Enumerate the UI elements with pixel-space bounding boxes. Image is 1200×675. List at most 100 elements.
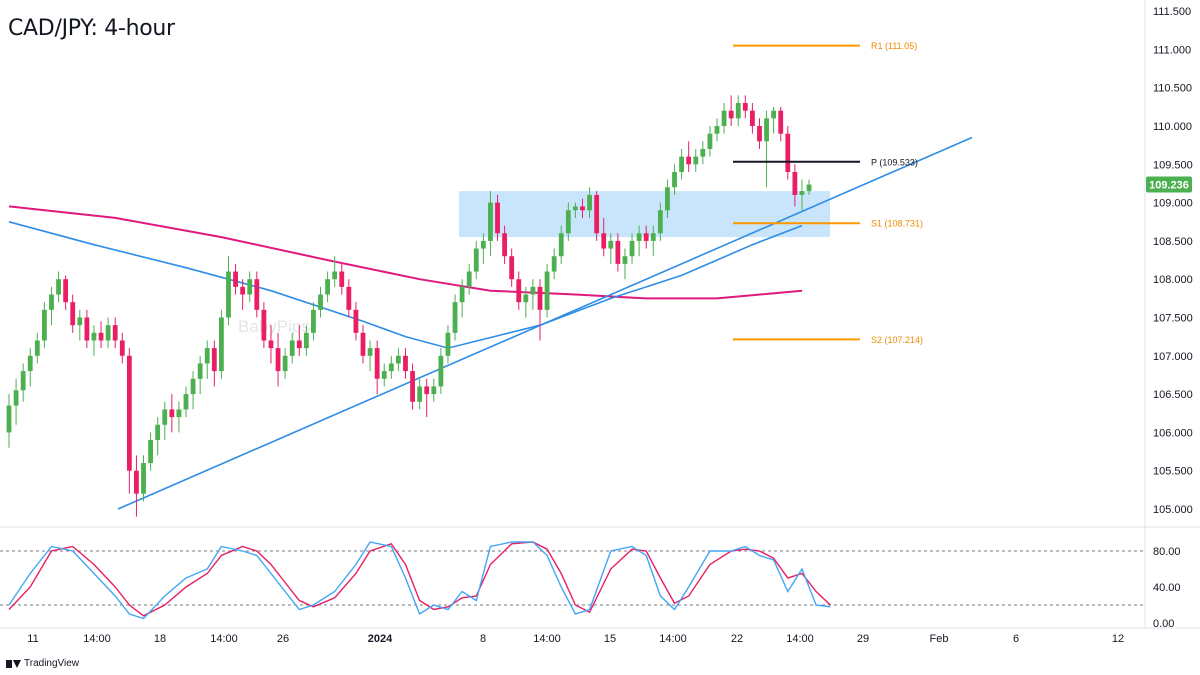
candle-body (56, 279, 61, 295)
candle-body (516, 279, 522, 303)
candle-body (523, 294, 529, 303)
candle (13, 378, 19, 425)
candle (700, 141, 706, 165)
candle (396, 348, 401, 372)
candle (742, 95, 748, 119)
candle-body (204, 348, 210, 364)
candle-body (806, 184, 812, 192)
candle (587, 187, 592, 218)
candle (629, 233, 635, 264)
candle-body (381, 371, 387, 379)
candle-body (105, 325, 111, 341)
candle-body (643, 233, 649, 241)
candle-body (346, 286, 352, 310)
candle (56, 271, 61, 303)
candle-body (565, 210, 571, 234)
candle (459, 279, 465, 318)
candle-body (197, 363, 203, 379)
y-tick-label: 106.500 (1153, 389, 1193, 401)
x-tick-label: 8 (480, 633, 486, 645)
x-tick-label: 14:00 (210, 633, 238, 645)
candle-body (339, 271, 345, 287)
candle-body (466, 271, 472, 287)
candle (686, 141, 692, 172)
candle-body (537, 286, 543, 310)
candle (473, 240, 479, 280)
candle (211, 340, 217, 387)
candle (204, 340, 210, 379)
candle (714, 118, 720, 142)
candle (346, 279, 352, 318)
candle-body (169, 409, 175, 418)
candle-body (721, 110, 727, 126)
candle-body (764, 118, 769, 142)
candle (148, 432, 153, 471)
candle-body (275, 348, 281, 372)
candle (339, 263, 345, 295)
candle (219, 309, 224, 379)
candle (523, 286, 529, 318)
candle (757, 118, 762, 149)
candle-body (580, 206, 585, 211)
candle (169, 394, 175, 433)
candle (608, 233, 614, 264)
candle (388, 355, 394, 379)
candle (20, 363, 26, 402)
candle (183, 386, 189, 418)
demand-zone (459, 191, 830, 238)
candle (792, 164, 798, 207)
candle (403, 348, 408, 379)
candle (6, 394, 12, 448)
trendline[interactable] (117, 136, 973, 510)
candle (247, 271, 253, 303)
candle (509, 248, 515, 287)
candle-body (148, 440, 153, 464)
candle-body (162, 409, 168, 425)
y-tick-label: 109.500 (1153, 159, 1193, 171)
candle-body (289, 340, 295, 356)
candle (254, 271, 260, 318)
candle-body (332, 271, 338, 280)
candle (70, 294, 76, 333)
candle-body (657, 210, 663, 234)
candle-body (190, 378, 196, 395)
candle-body (388, 363, 394, 372)
y-tick-label: 111.500 (1153, 6, 1191, 18)
candle (141, 455, 146, 502)
candle-body (268, 340, 274, 349)
candle (282, 348, 288, 379)
candle-body (403, 355, 408, 372)
candle-body (473, 248, 479, 272)
x-tick-label: 6 (1013, 633, 1019, 645)
candle (573, 202, 578, 218)
candle-body (233, 271, 238, 287)
candle-body (799, 191, 805, 195)
chart-title: CAD/JPY: 4-hour (8, 16, 175, 41)
candle-body (20, 371, 26, 391)
candle-body (226, 271, 231, 318)
candle-body (495, 202, 500, 234)
candle (657, 202, 663, 241)
candle (105, 317, 111, 349)
y-tick-label: 107.500 (1153, 313, 1193, 325)
candle-body (176, 409, 182, 418)
candle (438, 348, 444, 395)
candle (502, 225, 507, 264)
y-tick-label: 110.500 (1153, 83, 1192, 95)
candle-body (509, 256, 515, 280)
candle-body (42, 309, 47, 341)
candle (693, 148, 699, 172)
candle-body (735, 103, 741, 119)
candle (516, 271, 522, 310)
candle (34, 332, 40, 364)
pivot-level-label: P (109.533) (871, 157, 918, 167)
candle-body (261, 309, 267, 341)
candle-body (544, 271, 550, 310)
watermark: BabyPips (238, 317, 310, 336)
candle-body (27, 355, 33, 372)
candle (806, 179, 812, 195)
candle (594, 191, 600, 241)
ma-fast-line (8, 221, 803, 349)
y-tick-label: 105.500 (1153, 466, 1193, 478)
